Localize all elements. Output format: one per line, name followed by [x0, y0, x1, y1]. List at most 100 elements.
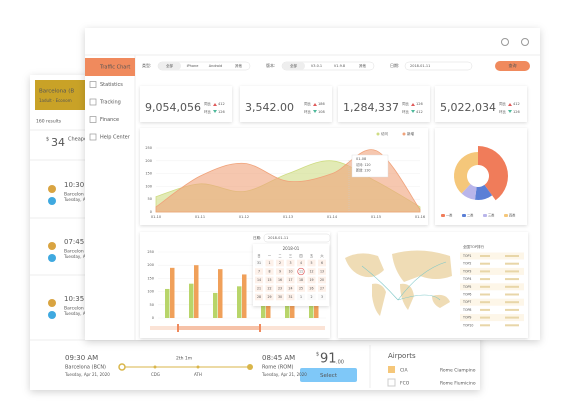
- filter-label: 版本:: [266, 62, 275, 68]
- day-cell: [265, 276, 274, 284]
- nav-item[interactable]: Traffic Chart: [99, 65, 130, 71]
- rank-label: TOP5: [462, 285, 471, 289]
- settings-icon[interactable]: [501, 38, 509, 46]
- day[interactable]: 2: [279, 261, 281, 265]
- kpi-change: 108: [318, 110, 325, 114]
- day[interactable]: 5: [310, 261, 312, 265]
- day[interactable]: 14: [257, 278, 261, 282]
- nav-active[interactable]: [85, 58, 135, 76]
- range-handle[interactable]: [259, 324, 261, 332]
- day-cell: [286, 285, 295, 292]
- day[interactable]: 1: [300, 295, 302, 299]
- bar: [242, 274, 247, 318]
- date-input[interactable]: [263, 233, 331, 243]
- filter-option[interactable]: V1.9.8: [334, 64, 345, 68]
- search-button[interactable]: [495, 61, 530, 71]
- search-label[interactable]: 查询: [509, 62, 517, 68]
- row-placeholder: [505, 278, 519, 281]
- day[interactable]: 24: [288, 287, 292, 291]
- day[interactable]: 29: [267, 295, 271, 299]
- bar: [218, 269, 223, 318]
- row-placeholder: [480, 324, 490, 327]
- day[interactable]: 30: [278, 295, 282, 299]
- day[interactable]: 1: [268, 261, 270, 265]
- day-cell: [286, 259, 295, 267]
- flight-date: Tuesday, Apr: [63, 254, 90, 259]
- filter-option[interactable]: iPhone: [187, 64, 199, 68]
- legend-label: 一类: [446, 213, 453, 218]
- day[interactable]: 19: [309, 278, 313, 282]
- day[interactable]: 11: [299, 270, 303, 274]
- y-tick-label: 250: [147, 250, 154, 254]
- row-placeholder: [480, 270, 490, 273]
- up-arrow: [213, 103, 217, 106]
- kpi-label: 环比: [402, 109, 410, 114]
- day[interactable]: 13: [320, 270, 324, 274]
- flight-date: Tuesday, Apr: [63, 311, 90, 316]
- day[interactable]: 9: [279, 270, 281, 274]
- filter-option[interactable]: 全部: [166, 63, 173, 68]
- y-tick-label: 200: [145, 159, 152, 163]
- filter-option[interactable]: 全部: [290, 63, 298, 68]
- day[interactable]: 10: [288, 270, 292, 274]
- day[interactable]: 16: [278, 278, 282, 282]
- down-arrow: [213, 110, 217, 113]
- day[interactable]: 26: [309, 287, 313, 291]
- airport-name: Rome Ciampino: [440, 368, 476, 374]
- filter-option[interactable]: 其他: [359, 63, 367, 68]
- rank-label: TOP8: [462, 308, 471, 312]
- power-icon[interactable]: [521, 38, 529, 46]
- select-button[interactable]: [300, 368, 357, 382]
- day[interactable]: 28: [257, 295, 261, 299]
- day[interactable]: 18: [299, 278, 303, 282]
- checkbox[interactable]: [388, 366, 395, 373]
- checkbox[interactable]: [387, 378, 396, 387]
- day[interactable]: 20: [320, 278, 324, 282]
- nav-item[interactable]: Help Center: [100, 135, 131, 141]
- day[interactable]: 4: [300, 261, 302, 265]
- tooltip-title: 01-08: [356, 157, 366, 161]
- row-placeholder: [480, 262, 490, 265]
- day-cell: [297, 259, 305, 267]
- day[interactable]: 3: [289, 261, 291, 265]
- table-row: [460, 275, 524, 283]
- day[interactable]: 7: [258, 270, 260, 274]
- legend-dot: [402, 132, 406, 136]
- flight-time: 10:35 AM: [64, 295, 97, 303]
- route-dot: [118, 363, 126, 371]
- day[interactable]: 8: [268, 270, 270, 274]
- day[interactable]: 6: [321, 261, 323, 265]
- day[interactable]: 31: [257, 261, 261, 265]
- nav-item[interactable]: Tracking: [99, 100, 121, 106]
- day[interactable]: 25: [299, 287, 303, 291]
- day[interactable]: 23: [278, 287, 282, 291]
- flight-city: Barcelon: [64, 306, 84, 312]
- date-input[interactable]: [404, 61, 473, 71]
- day[interactable]: 22: [267, 287, 271, 291]
- nav-icon: [89, 81, 97, 88]
- nav-item[interactable]: Statistics: [100, 82, 123, 88]
- day-cell: [318, 268, 326, 275]
- range-handle[interactable]: [177, 324, 179, 332]
- rank-label: TOP7: [462, 300, 471, 304]
- route-dot: [153, 365, 157, 369]
- table-row: [460, 298, 524, 306]
- up-arrow: [313, 103, 317, 106]
- weekday: 二: [278, 254, 281, 258]
- weekday: 六: [320, 253, 324, 258]
- day[interactable]: 21: [257, 287, 261, 291]
- day[interactable]: 27: [320, 287, 324, 291]
- nav-item[interactable]: Finance: [100, 117, 119, 123]
- day[interactable]: 3: [321, 295, 323, 299]
- day[interactable]: 12: [309, 270, 313, 274]
- select-label[interactable]: Select: [320, 373, 338, 379]
- filter-option[interactable]: V3.0.1: [311, 64, 322, 68]
- day[interactable]: 2: [310, 295, 312, 299]
- world-map: [345, 250, 452, 316]
- day[interactable]: 15: [267, 278, 271, 282]
- filter-option[interactable]: Android: [209, 64, 223, 68]
- day[interactable]: 17: [288, 278, 292, 282]
- day[interactable]: 31: [288, 295, 292, 299]
- filter-option[interactable]: 其他: [235, 63, 242, 68]
